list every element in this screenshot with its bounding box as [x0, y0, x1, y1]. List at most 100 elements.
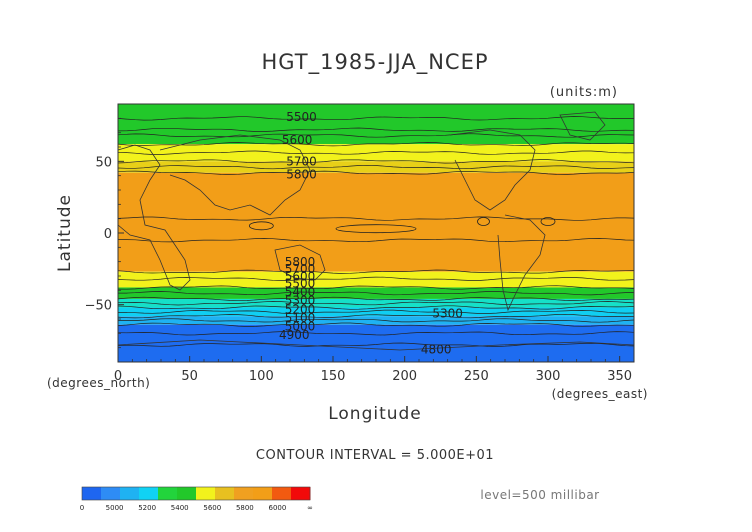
contour-label: 5500: [285, 276, 316, 290]
colorbar-swatch: [196, 487, 216, 500]
contour-line: [117, 150, 635, 155]
contour-line: [118, 238, 635, 243]
coastline-asia: [159, 134, 311, 216]
closed-contour: [540, 217, 556, 226]
contour-line: [117, 142, 635, 147]
contour-label: 5800: [285, 255, 316, 269]
x-tick-label: 250: [464, 369, 489, 384]
coastline-antarctica: [117, 339, 635, 351]
colorbar-swatch: [215, 487, 235, 500]
colorbar-swatch: [82, 487, 102, 500]
colorbar-tick-label: 5800: [236, 504, 254, 512]
contour-label: 5200: [285, 302, 316, 316]
units-note: (units:m): [550, 85, 618, 100]
contour-label: 5600: [285, 269, 316, 283]
height-band: [118, 172, 634, 272]
contour-line: [117, 331, 635, 336]
contour-line: [117, 318, 635, 323]
contour-line: [117, 322, 635, 327]
x-axis-ticks: 0 50 100 150 200 250 300 350: [114, 356, 632, 384]
contour-line: [117, 133, 635, 138]
coastline-north-america: [449, 129, 536, 211]
coastline-south-america: [497, 214, 546, 312]
y-tick-label: 50: [95, 155, 112, 170]
colorbar-swatch: [234, 487, 254, 500]
y-axis-label: Latitude: [55, 194, 75, 272]
height-band: [118, 316, 634, 325]
contour-label: 4900: [279, 328, 310, 342]
closed-contour: [477, 217, 490, 226]
colorbar-swatch: [177, 487, 197, 500]
contour-line: [117, 296, 635, 302]
contour-label: 5700: [286, 155, 317, 169]
colorbar-tick-label: ∞: [307, 504, 313, 512]
contour-line: [117, 116, 635, 121]
height-band: [118, 104, 634, 145]
colorbar-swatch: [139, 487, 159, 500]
height-band: [118, 271, 634, 288]
contour-label: 5600: [282, 133, 313, 147]
plot-area: 5500560057005800580057005600550054005300…: [117, 103, 635, 363]
x-axis-label: Longitude: [328, 404, 422, 424]
contour-line: [117, 305, 635, 310]
contour-line: [117, 313, 635, 319]
colorbar-swatch: [158, 487, 178, 500]
contour-label: 4800: [421, 342, 452, 356]
contour-label: 5500: [286, 110, 317, 124]
contour-line: [117, 164, 635, 170]
x-unit-note: (degrees_east): [552, 387, 648, 401]
contour-line: [118, 291, 635, 296]
contour-label: 5300: [432, 307, 463, 321]
colorbar-tick-label: 5200: [138, 504, 156, 512]
contour-line: [117, 285, 635, 290]
colorbar-tick-label: 5600: [203, 504, 221, 512]
colorbar-swatch: [272, 487, 292, 500]
x-tick-label: 100: [249, 369, 274, 384]
x-tick-label: 350: [607, 369, 632, 384]
y-tick-label: −50: [85, 299, 112, 314]
contour-line: [117, 269, 635, 274]
contour-labels: 5500560057005800580057005600550054005300…: [279, 110, 463, 356]
contour-label: 5700: [285, 262, 316, 276]
contour-lines: [117, 116, 635, 347]
coastline-australia: [274, 244, 326, 281]
contour-label: 5800: [286, 168, 317, 182]
coastlines: [117, 111, 635, 351]
contour-line: [117, 301, 635, 306]
contour-line: [117, 276, 635, 281]
chart-title: HGT_1985-JJA_NCEP: [261, 50, 488, 75]
colorbar-tick-label: 0: [80, 504, 84, 512]
contour-label: 5300: [285, 294, 316, 308]
contour-interval-text: CONTOUR INTERVAL = 5.000E+01: [256, 448, 494, 463]
height-band: [118, 307, 634, 317]
contour-label: 5100: [285, 311, 316, 325]
contour-line: [117, 127, 635, 132]
height-band: [118, 324, 634, 362]
colorbar-swatch: [101, 487, 121, 500]
contour-line: [117, 342, 635, 347]
contour-line: [117, 170, 635, 175]
y-unit-note: (degrees_north): [47, 376, 150, 390]
y-axis-ticks: 50 0 −50: [85, 117, 124, 349]
closed-contour: [248, 221, 274, 231]
contour-label: 5400: [285, 285, 316, 299]
colorbar-tick-label: 6000: [269, 504, 287, 512]
x-tick-label: 200: [392, 369, 417, 384]
colorbar: 0 5000 5200 5400 5600 5800 6000 ∞: [80, 486, 313, 512]
contour-line: [117, 216, 635, 221]
closed-contour: [335, 224, 417, 234]
colorbar-frame: [81, 486, 311, 501]
y-tick-label: 0: [104, 227, 112, 242]
height-band: [118, 161, 634, 173]
contour-label: 5000: [285, 319, 316, 333]
colorbar-swatch: [291, 487, 311, 500]
coastline-greenland: [559, 111, 606, 141]
x-tick-label: 50: [181, 369, 198, 384]
level-text: level=500 millibar: [480, 488, 599, 502]
coastline-africa-europe: [117, 144, 191, 291]
x-tick-label: 300: [536, 369, 561, 384]
colorbar-tick-label: 5000: [106, 504, 124, 512]
x-tick-label: 150: [321, 369, 346, 384]
colorbar-swatch: [253, 487, 273, 500]
